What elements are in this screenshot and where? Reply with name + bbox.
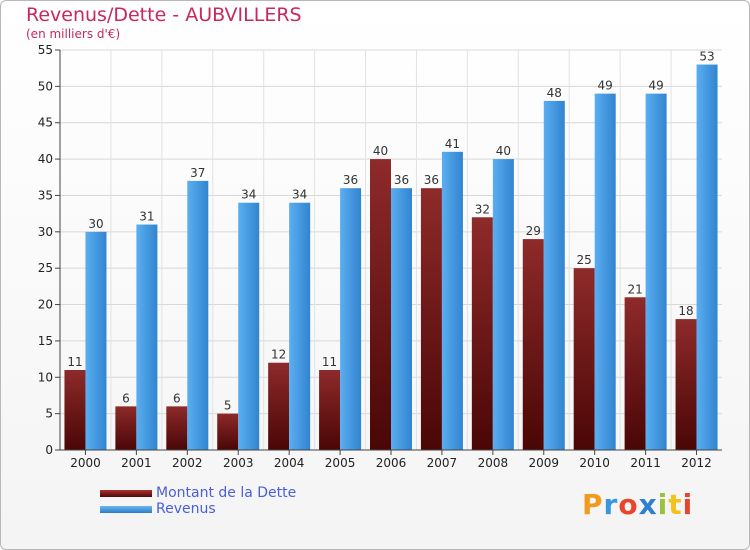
value-labels: 11 30 6 31 6 37 5 34 12 34 11 36 40 36 36 41 32 40 29 48 25 4… <box>67 50 714 413</box>
y-tick-label: 20 <box>38 298 53 312</box>
bar-revenue-2009 <box>543 100 565 450</box>
label-debt-2007: 36 <box>424 173 439 187</box>
chart-title: Revenus/Dette - AUBVILLERS <box>26 4 302 26</box>
x-tick-label: 2008 <box>478 456 509 470</box>
bar-debt-2001 <box>115 406 137 450</box>
bar-revenue-2007 <box>441 151 463 450</box>
label-revenue-2001: 31 <box>139 210 154 224</box>
label-debt-2004: 12 <box>271 348 286 362</box>
logo-letter: i <box>682 488 694 521</box>
label-revenue-2006: 36 <box>394 173 409 187</box>
x-tick-label: 2011 <box>630 456 661 470</box>
label-revenue-2003: 34 <box>241 188 256 202</box>
x-tick-label: 2012 <box>681 456 712 470</box>
logo-letter: r <box>603 488 619 521</box>
bar-debt-2004 <box>268 362 290 450</box>
x-tick-label: 2003 <box>223 456 254 470</box>
bar-revenue-2004 <box>289 202 311 450</box>
bar-debt-2000 <box>64 370 86 450</box>
x-tick-label: 2005 <box>325 456 356 470</box>
label-debt-2009: 29 <box>526 224 541 238</box>
label-revenue-2008: 40 <box>496 144 511 158</box>
bar-revenue-2001 <box>136 224 158 450</box>
label-revenue-2004: 34 <box>292 188 307 202</box>
label-debt-2001: 6 <box>122 391 130 405</box>
label-revenue-2005: 36 <box>343 173 358 187</box>
chart-subtitle: (en milliers d'€) <box>26 27 121 41</box>
x-tick-label: 2009 <box>528 456 559 470</box>
legend-label-revenue: Revenus <box>156 501 216 517</box>
label-debt-2008: 32 <box>475 202 490 216</box>
y-tick-label: 5 <box>45 407 53 421</box>
logo-letter: t <box>668 488 683 521</box>
y-tick-label: 55 <box>38 43 53 57</box>
y-tick-label: 40 <box>38 152 53 166</box>
logo-letter: x <box>638 488 658 521</box>
bar-revenue-2002 <box>187 180 209 450</box>
logo-letter: P <box>582 488 604 521</box>
legend-label-debt: Montant de la Dette <box>156 485 297 501</box>
label-debt-2003: 5 <box>224 399 232 413</box>
y-tick-label: 30 <box>38 225 53 239</box>
bar-debt-2002 <box>166 406 188 450</box>
logo-letter: o <box>618 488 639 521</box>
y-tick-label: 25 <box>38 261 53 275</box>
x-tick-label: 2006 <box>376 456 407 470</box>
bar-debt-2006 <box>370 159 391 450</box>
x-tick-label: 2004 <box>274 456 305 470</box>
bar-debt-2005 <box>319 370 341 450</box>
label-revenue-2012: 53 <box>699 50 714 64</box>
y-tick-label: 15 <box>38 334 53 348</box>
bar-revenue-2000 <box>85 231 107 450</box>
y-tick-label: 50 <box>38 79 53 93</box>
x-tick-label: 2007 <box>427 456 458 470</box>
label-revenue-2002: 37 <box>190 166 205 180</box>
bar-debt-2003 <box>217 413 239 450</box>
label-debt-2010: 25 <box>577 253 592 267</box>
label-revenue-2009: 48 <box>547 86 562 100</box>
label-debt-2000: 11 <box>67 355 82 369</box>
bar-debt-2009 <box>522 239 544 450</box>
logo-letter: i <box>657 488 669 521</box>
y-tick-label: 35 <box>38 188 53 202</box>
bar-revenue-2012 <box>696 64 718 450</box>
legend-swatch-revenue <box>100 506 152 513</box>
bar-debt-2007 <box>420 188 442 450</box>
y-axis-ticks: 0 5 10 15 20 25 30 35 40 45 50 55 <box>38 43 60 457</box>
bar-revenue-2006 <box>391 188 412 450</box>
label-revenue-2007: 41 <box>445 137 460 151</box>
label-debt-2012: 18 <box>678 304 693 318</box>
bars <box>64 64 718 451</box>
x-tick-label: 2002 <box>172 456 203 470</box>
bar-debt-2012 <box>675 319 697 450</box>
bar-revenue-2005 <box>340 188 362 450</box>
x-tick-label: 2010 <box>579 456 610 470</box>
bar-revenue-2008 <box>492 159 514 450</box>
label-debt-2005: 11 <box>322 355 337 369</box>
y-tick-label: 45 <box>38 116 53 130</box>
bar-revenue-2011 <box>645 93 667 451</box>
label-revenue-2000: 30 <box>88 217 103 231</box>
x-tick-label: 2001 <box>121 456 152 470</box>
legend-swatch-debt <box>100 490 152 497</box>
bar-debt-2010 <box>573 268 595 450</box>
label-revenue-2011: 49 <box>648 79 663 93</box>
y-tick-label: 10 <box>38 370 53 384</box>
label-debt-2011: 21 <box>627 282 642 296</box>
bar-revenue-2003 <box>238 202 260 450</box>
x-tick-label: 2000 <box>70 456 101 470</box>
proxiti-logo: Proxiti <box>582 488 693 521</box>
label-debt-2006: 40 <box>373 144 388 158</box>
bar-debt-2011 <box>624 297 646 450</box>
bar-revenue-2010 <box>594 93 616 451</box>
x-axis-ticks: 2000 2001 2002 2003 2004 2005 2006 2007 2008 2009… <box>70 450 712 470</box>
y-tick-label: 0 <box>45 443 53 457</box>
bar-debt-2008 <box>471 217 493 450</box>
label-revenue-2010: 49 <box>598 79 613 93</box>
label-debt-2002: 6 <box>173 391 181 405</box>
